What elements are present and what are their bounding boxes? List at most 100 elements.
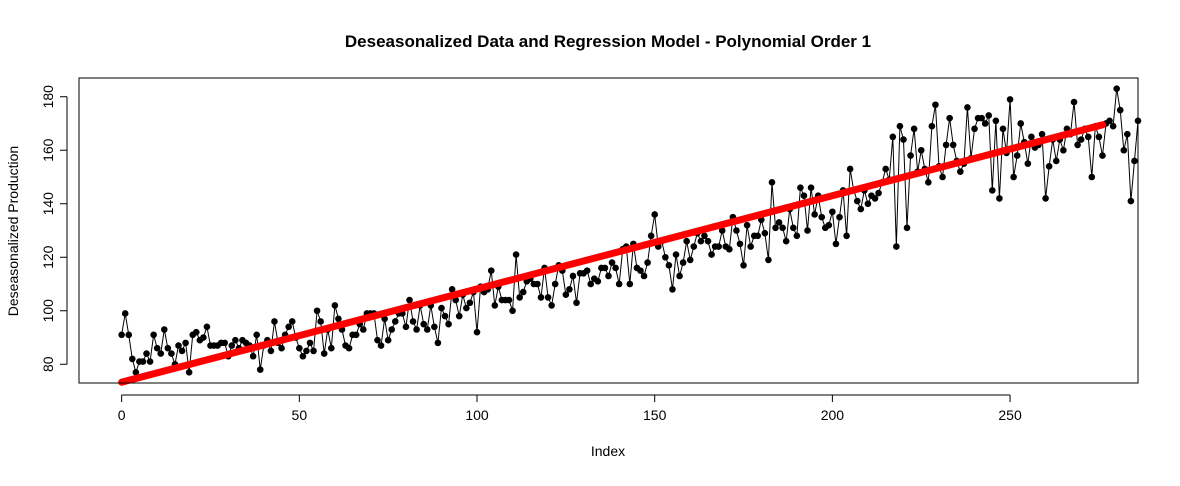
data-point [512,251,520,258]
data-point [139,358,147,365]
data-point [672,251,680,258]
data-point [1045,162,1053,170]
data-point [917,146,925,154]
y-tick-label: 160 [40,138,56,162]
data-point [608,259,616,266]
data-point [768,179,776,186]
data-point [267,347,275,355]
data-point [686,256,694,264]
data-point [690,243,698,250]
data-point [360,326,367,333]
data-point [303,347,310,355]
data-point [164,344,172,352]
plot-frame [78,77,1139,384]
data-point [832,240,840,248]
data-point [846,165,854,173]
data-point [249,352,257,360]
data-point [964,104,971,111]
data-point [583,267,591,274]
y-axis-label: Deseasonalized Production [5,146,21,316]
data-point [946,114,953,122]
data-point [797,184,804,191]
data-point [232,336,239,344]
data-point [793,232,801,240]
x-tick-label: 100 [465,407,489,423]
data-point [331,302,339,309]
data-point [743,221,751,229]
data-point [1131,157,1138,165]
data-point [765,256,772,264]
data-point [182,339,189,347]
data-point [907,152,914,159]
x-tick-label: 250 [998,407,1022,423]
y-tick-label: 140 [40,192,56,216]
data-point [928,122,936,130]
data-point [857,205,865,213]
data-point [562,291,570,299]
data-point [640,272,648,280]
data-point [221,339,228,347]
data-point [566,286,573,293]
data-point [999,125,1007,133]
data-point [491,302,499,309]
data-point [278,344,285,352]
data-point [587,280,595,288]
x-axis-label: Index [591,443,625,459]
data-point [889,133,897,141]
data-point [782,237,790,245]
x-tick-label: 200 [821,407,845,423]
data-point [1088,173,1096,181]
data-point [569,272,577,280]
data-point [288,318,296,325]
data-point [612,264,619,272]
data-point [989,187,996,194]
data-point [121,310,129,317]
data-point [1052,157,1060,165]
data-point [185,369,193,376]
data-point [175,342,182,349]
data-point [505,296,513,304]
data-point [779,224,786,232]
data-point [882,165,889,173]
data-point [893,243,900,250]
data-point [704,237,712,245]
data-point [676,272,683,280]
data-point [637,267,644,274]
data-point [271,318,278,325]
data-point [740,261,747,269]
data-point [978,114,985,122]
data-point [310,347,317,355]
data-point [335,315,342,323]
plot-marks [118,85,1142,386]
data-point [1013,152,1021,159]
data-point [413,326,420,333]
chart-title: Deseasonalized Data and Regression Model… [345,32,871,51]
data-point [708,251,715,258]
data-point [519,288,527,296]
data-point [942,141,950,149]
data-point [313,307,321,315]
data-point [853,197,861,205]
data-point [996,195,1003,202]
data-point [153,344,161,352]
data-point [1077,136,1085,143]
data-point [665,261,673,269]
data-point [391,318,399,325]
data-point [434,339,442,347]
data-point [423,326,431,333]
data-point [203,323,211,331]
data-point [900,136,907,143]
data-point [228,342,236,349]
y-tick-label: 100 [40,299,56,323]
data-point [544,294,552,301]
data-point [537,294,545,301]
data-point [761,229,769,237]
data-point [662,253,669,261]
data-point [296,344,303,352]
data-point [125,331,133,339]
data-point [843,232,850,240]
data-point [1074,141,1081,149]
data-point [438,304,445,312]
data-point [697,237,705,245]
